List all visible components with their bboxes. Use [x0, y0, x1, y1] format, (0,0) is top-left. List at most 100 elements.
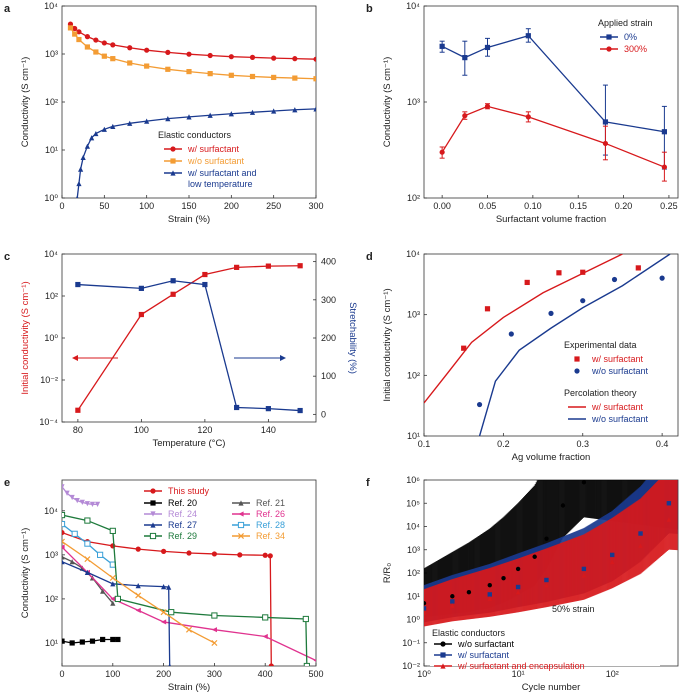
- x-tick-label: 500: [308, 669, 323, 679]
- series-1: [476, 275, 665, 408]
- y2-tick-label: 0: [321, 409, 326, 419]
- data-point: [84, 569, 90, 575]
- noise-band-2: [424, 480, 678, 627]
- data-point: [79, 639, 85, 645]
- data-point: [84, 540, 91, 547]
- legend-marker: [574, 368, 580, 374]
- data-point: [661, 129, 667, 135]
- data-point: [84, 44, 90, 50]
- data-point: [62, 559, 65, 565]
- data-point: [548, 310, 554, 316]
- legend-label: w/o surfactant: [187, 156, 245, 166]
- y-tick-label: 10²: [407, 370, 420, 380]
- data-point: [462, 55, 468, 61]
- legend-title: Elastic conductors: [158, 130, 232, 140]
- data-point: [166, 584, 172, 590]
- legend: Experimental data w/ surfactant w/o surfac…: [564, 340, 649, 424]
- x-tick-label: 10⁰: [417, 669, 431, 679]
- series-line: [424, 254, 623, 404]
- y-tick-label: 10⁰: [44, 193, 58, 203]
- legend-marker: [150, 522, 156, 528]
- data-point: [144, 118, 150, 124]
- x-tick-label: 0.10: [524, 201, 542, 211]
- data-point: [115, 636, 121, 643]
- legend-label: Ref. 27: [168, 520, 197, 530]
- data-point: [207, 112, 213, 118]
- x-axis-label: Ag volume fraction: [512, 452, 591, 463]
- data-point: [544, 582, 549, 588]
- x-axis-label: Strain (%): [168, 214, 210, 225]
- legend-label: 0%: [624, 32, 637, 42]
- data-point: [544, 577, 549, 583]
- data-point: [237, 552, 243, 558]
- y-tick-label: 10¹: [407, 591, 420, 601]
- data-point: [84, 556, 91, 563]
- data-point: [666, 517, 672, 522]
- data-point: [424, 606, 427, 611]
- legend-label: Ref. 24: [168, 509, 197, 519]
- x-tick-label: 0.20: [615, 201, 633, 211]
- x-tick-label: 10²: [606, 669, 619, 679]
- series-0: [424, 480, 587, 606]
- x-tick-label: 0: [59, 201, 64, 211]
- y-axis-label: Initial conductivity (S cm⁻¹): [20, 281, 31, 394]
- data-point: [610, 559, 615, 565]
- y-tick-label: 10⁴: [44, 1, 58, 11]
- data-point: [581, 566, 587, 572]
- data-point: [635, 265, 641, 271]
- y-tick-label: 10²: [45, 97, 58, 107]
- data-point: [89, 501, 96, 507]
- series-3: [478, 254, 671, 436]
- data-point: [110, 42, 116, 48]
- data-point: [78, 166, 84, 172]
- x-tick-label: 250: [266, 201, 281, 211]
- y-tick-label: 10³: [45, 550, 58, 560]
- x-tick-label: 100: [134, 425, 149, 435]
- x-tick-label: 140: [261, 425, 276, 435]
- y-tick-label: 10¹: [45, 638, 58, 648]
- y-tick-label: 10³: [407, 310, 420, 320]
- data-point: [234, 264, 240, 270]
- data-point: [69, 494, 75, 501]
- legend-marker: [440, 663, 446, 669]
- data-point: [62, 511, 66, 519]
- legend-marker: [238, 511, 244, 517]
- x-tick-label: 120: [197, 425, 212, 435]
- y-tick-label: 10²: [45, 594, 58, 604]
- legend-label: This study: [168, 486, 210, 496]
- plot-frame: [61, 253, 317, 423]
- data-point: [525, 114, 531, 120]
- x-tick-label: 0.2: [497, 439, 510, 449]
- y-tick-label: 10²: [407, 193, 420, 203]
- y-tick-label: 10³: [407, 545, 420, 555]
- panel-letter: b: [366, 3, 373, 15]
- panel-d: d 0.1 0.2 0.3 0.4 10¹ 10² 10³ 10⁴ Ag volume fract…: [366, 249, 679, 463]
- panel-f: f 10⁰ 10¹ 10² 10⁻² 10⁻¹ 10⁰ 10¹ 10² 10³ 10⁴ 10⁵ 10⁶ C…: [366, 475, 679, 693]
- data-point: [64, 490, 70, 496]
- legend-marker: [440, 652, 446, 658]
- y2-axis-label: Stretchability (%): [347, 302, 358, 374]
- data-point: [144, 47, 150, 53]
- legend-marker: [170, 170, 176, 176]
- data-point: [114, 595, 121, 603]
- x-tick-label: 200: [156, 669, 171, 679]
- data-point: [292, 107, 298, 113]
- data-point: [110, 636, 116, 643]
- data-point: [638, 531, 643, 536]
- data-point: [525, 33, 531, 39]
- legend-marker: [574, 356, 580, 362]
- y-tick-label: 10⁴: [44, 249, 58, 259]
- data-point: [109, 574, 116, 581]
- legend-label: w/ surfactant: [591, 354, 644, 364]
- x-tick-label: 0.3: [576, 439, 589, 449]
- plot-frame: [61, 479, 317, 667]
- data-point: [450, 603, 455, 608]
- y-tick-label: 10²: [407, 568, 420, 578]
- data-point: [228, 54, 234, 60]
- data-point: [135, 607, 141, 613]
- data-point: [271, 108, 277, 114]
- panel-letter: e: [4, 477, 10, 489]
- data-point: [94, 501, 101, 507]
- legend-label: w/ surfactant: [187, 144, 240, 154]
